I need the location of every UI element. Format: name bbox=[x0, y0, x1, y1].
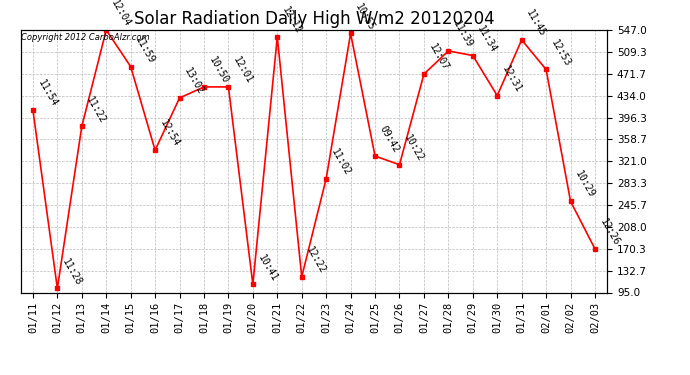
Text: 11:54: 11:54 bbox=[36, 78, 59, 109]
Text: 11:22: 11:22 bbox=[85, 94, 108, 125]
Text: 10:22: 10:22 bbox=[402, 133, 426, 164]
Text: 12:31: 12:31 bbox=[500, 64, 523, 94]
Text: 11:59: 11:59 bbox=[133, 35, 157, 65]
Text: 12:07: 12:07 bbox=[426, 42, 450, 73]
Text: 12:12: 12:12 bbox=[280, 5, 304, 36]
Text: 11:28: 11:28 bbox=[60, 256, 83, 287]
Text: 11:45: 11:45 bbox=[524, 8, 548, 39]
Text: 11:34: 11:34 bbox=[475, 24, 499, 54]
Text: 12:26: 12:26 bbox=[598, 217, 621, 248]
Text: 10:50: 10:50 bbox=[207, 55, 230, 86]
Text: 12:01: 12:01 bbox=[231, 55, 255, 86]
Text: 10:55: 10:55 bbox=[353, 2, 377, 32]
Text: 13:02: 13:02 bbox=[182, 66, 206, 96]
Text: 12:22: 12:22 bbox=[304, 245, 328, 275]
Text: 10:41: 10:41 bbox=[255, 252, 279, 283]
Text: 10:29: 10:29 bbox=[573, 170, 597, 200]
Text: 12:04: 12:04 bbox=[109, 0, 132, 28]
Text: 12:53: 12:53 bbox=[549, 38, 572, 68]
Text: 09:42: 09:42 bbox=[378, 124, 401, 154]
Title: Solar Radiation Daily High W/m2 20120204: Solar Radiation Daily High W/m2 20120204 bbox=[134, 10, 494, 28]
Text: 11:39: 11:39 bbox=[451, 19, 475, 50]
Text: 12:54: 12:54 bbox=[158, 118, 181, 149]
Text: 11:02: 11:02 bbox=[329, 147, 353, 177]
Text: Copyright 2012 CarboAlzr.com: Copyright 2012 CarboAlzr.com bbox=[21, 33, 150, 42]
